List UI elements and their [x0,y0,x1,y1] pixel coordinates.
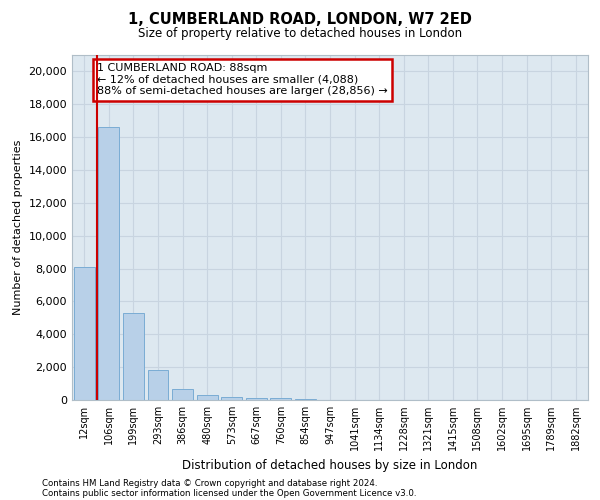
Bar [197,394,218,400]
Text: 1 CUMBERLAND ROAD: 88sqm
← 12% of detached houses are smaller (4,088)
88% of sem: 1 CUMBERLAND ROAD: 88sqm ← 12% of detach… [97,63,388,96]
Bar [295,398,316,400]
Text: Contains public sector information licensed under the Open Government Licence v3: Contains public sector information licen… [42,488,416,498]
Bar [172,390,193,400]
Text: 1, CUMBERLAND ROAD, LONDON, W7 2ED: 1, CUMBERLAND ROAD, LONDON, W7 2ED [128,12,472,28]
Bar [148,370,169,400]
Bar [271,398,292,400]
Text: Contains HM Land Registry data © Crown copyright and database right 2024.: Contains HM Land Registry data © Crown c… [42,478,377,488]
Bar [221,396,242,400]
Bar [246,398,267,400]
Bar [98,128,119,400]
Y-axis label: Number of detached properties: Number of detached properties [13,140,23,315]
X-axis label: Distribution of detached houses by size in London: Distribution of detached houses by size … [182,458,478,471]
Bar [123,313,144,400]
Bar [74,267,95,400]
Text: Size of property relative to detached houses in London: Size of property relative to detached ho… [138,28,462,40]
